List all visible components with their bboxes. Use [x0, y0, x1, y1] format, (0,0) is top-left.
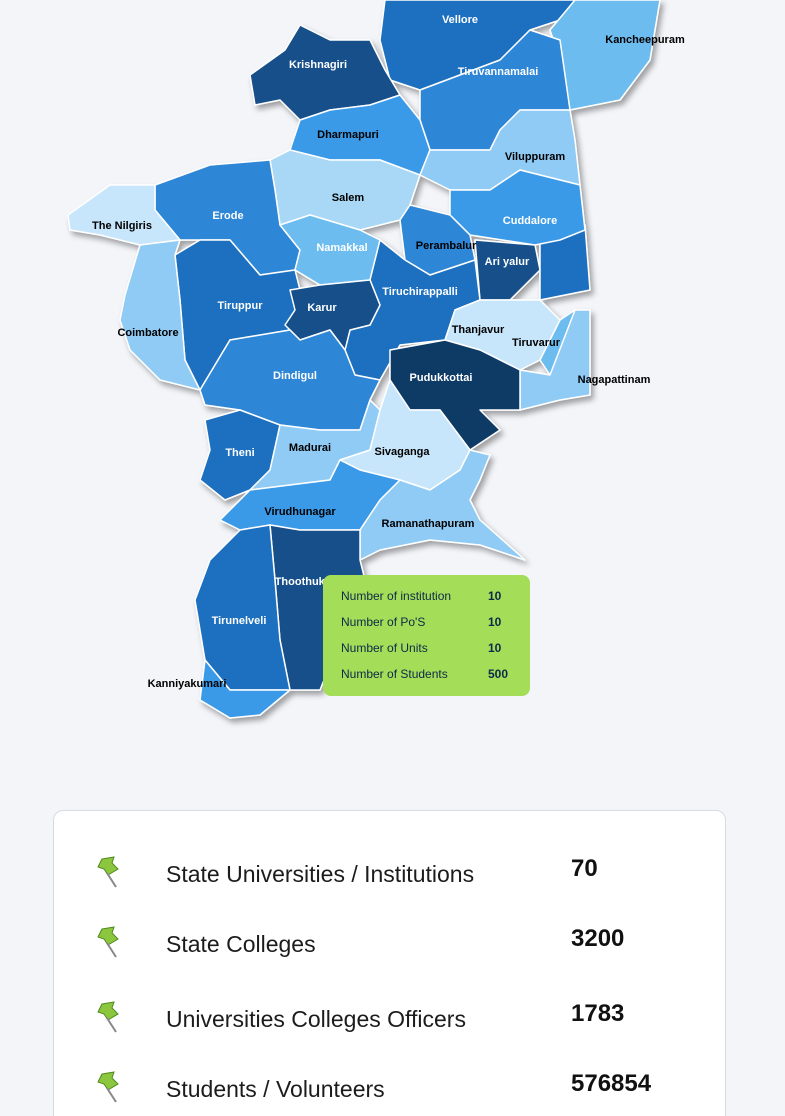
- district-shape: [284, 279, 381, 351]
- stat-row: State Universities / Institutions 70: [54, 851, 725, 891]
- district-shape: [549, 0, 661, 111]
- tooltip-value: 500: [488, 667, 508, 681]
- stats-card: State Universities / Institutions 70 State…: [53, 810, 726, 1116]
- district-label: Tiruppur: [217, 300, 263, 312]
- district-label: Karur: [307, 302, 337, 314]
- district-shape: [199, 659, 291, 719]
- district-label: Tiruvannamalai: [458, 66, 539, 78]
- district-label: Perambalur: [416, 240, 477, 252]
- stat-row: Students / Volunteers 576854: [54, 1066, 725, 1106]
- district-label: Theni: [225, 447, 254, 459]
- district-label: Thanjavur: [452, 324, 505, 336]
- district-label: Ari yalur: [485, 256, 530, 268]
- district-label: Tiruchirappalli: [382, 286, 458, 298]
- tooltip: Number of institution 10 Number of Po'S 10 N…: [323, 575, 530, 696]
- tooltip-label: Number of Students: [341, 667, 448, 681]
- pin-icon: [97, 1001, 119, 1033]
- district-label: Madurai: [289, 442, 331, 454]
- stat-value: 70: [571, 855, 598, 882]
- district-label: Virudhunagar: [264, 506, 336, 518]
- pin-icon: [97, 1071, 119, 1103]
- district-shape: [519, 309, 591, 411]
- stat-row: Universities Colleges Officers 1783: [54, 996, 725, 1036]
- district-label: Viluppuram: [505, 151, 566, 163]
- stat-value: 3200: [571, 925, 625, 952]
- district-label: Cuddalore: [503, 215, 557, 227]
- district-label: Vellore: [442, 14, 478, 26]
- pin-icon: [97, 926, 119, 958]
- stat-row: State Colleges 3200: [54, 921, 725, 961]
- district-label: Krishnagiri: [289, 59, 347, 71]
- tooltip-value: 10: [488, 641, 502, 655]
- district-shape: [119, 239, 201, 391]
- stat-label: State Universities / Institutions: [166, 861, 475, 887]
- tooltip-label: Number of Po'S: [341, 615, 425, 629]
- tooltip-label: Number of institution: [341, 589, 451, 603]
- districts: [67, 0, 661, 719]
- district-label: Erode: [212, 210, 243, 222]
- pin-icon: [97, 856, 119, 888]
- district-shape: [474, 239, 541, 301]
- tooltip-value: 10: [488, 589, 502, 603]
- district-label: Sivaganga: [374, 446, 430, 458]
- stat-value: 576854: [571, 1070, 652, 1097]
- stat-value: 1783: [571, 1000, 625, 1027]
- district-label: Tiruvarur: [512, 337, 561, 349]
- district-label: Dindigul: [273, 370, 317, 382]
- map: Vellore Kancheepuram Krishnagiri Tiruvannam…: [67, 0, 685, 719]
- district-label: Salem: [332, 192, 365, 204]
- district-label: Nagapattinam: [578, 374, 651, 386]
- district-label: Namakkal: [316, 242, 367, 254]
- district-label: Dharmapuri: [317, 129, 379, 141]
- stat-label: Universities Colleges Officers: [166, 1006, 466, 1032]
- tooltip-label: Number of Units: [341, 641, 428, 655]
- tooltip-box: [323, 575, 530, 696]
- district-label: Coimbatore: [117, 327, 178, 339]
- district-shape: [449, 169, 586, 246]
- district-shape: [359, 449, 526, 561]
- district-label: Pudukkottai: [410, 372, 473, 384]
- district-label: Tirunelveli: [212, 615, 267, 627]
- tooltip-value: 10: [488, 615, 502, 629]
- district-label: The Nilgiris: [92, 220, 152, 232]
- stat-label: State Colleges: [166, 931, 316, 957]
- district-label: Ramanathapuram: [382, 518, 475, 530]
- district-label: Kanniyakumari: [148, 678, 227, 690]
- district-label: Kancheepuram: [605, 34, 685, 46]
- stat-label: Students / Volunteers: [166, 1076, 385, 1102]
